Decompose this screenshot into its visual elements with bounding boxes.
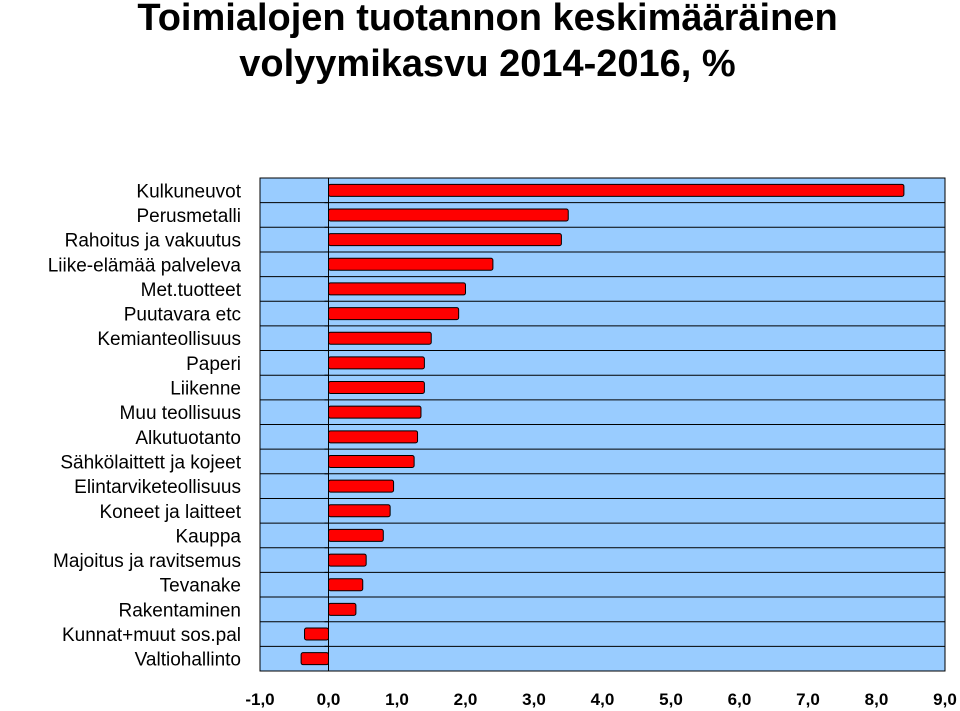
category-label: Met.tuotteet: [141, 280, 242, 301]
category-label: Muu teollisuus: [120, 403, 241, 424]
x-tick-label: 5,0: [659, 690, 683, 709]
bar: [328, 356, 425, 370]
bar: [300, 652, 330, 666]
x-tick-label: 8,0: [865, 690, 889, 709]
category-label: Rakentaminen: [118, 600, 241, 621]
x-tick-label: 0,0: [317, 690, 341, 709]
category-label: Koneet ja laitteet: [99, 502, 241, 523]
bar: [328, 331, 432, 345]
bar: [328, 208, 569, 222]
plot-area: [259, 177, 946, 672]
bar: [328, 602, 357, 616]
bar: [328, 454, 415, 468]
category-label: Kulkuneuvot: [136, 181, 241, 202]
bar: [328, 430, 419, 444]
x-tick-label: 9,0: [933, 690, 957, 709]
category-label: Kauppa: [175, 526, 241, 547]
bar: [328, 405, 422, 419]
category-label: Tevanake: [160, 576, 241, 597]
category-label: Perusmetalli: [136, 206, 241, 227]
category-label: Alkutuotanto: [135, 428, 241, 449]
category-label: Liike-elämää palveleva: [48, 255, 242, 276]
bar: [328, 479, 395, 493]
category-label: Elintarviketeollisuus: [74, 477, 241, 498]
bar: [328, 257, 494, 271]
bar: [328, 578, 364, 592]
category-label: Majoitus ja ravitsemus: [53, 551, 241, 572]
category-label: Kunnat+muut sos.pal: [62, 625, 241, 646]
bar: [328, 381, 425, 395]
category-label: Valtiohallinto: [135, 650, 241, 671]
bar: [328, 528, 384, 542]
category-label: Sähkölaittett ja kojeet: [60, 452, 241, 473]
category-label: Paperi: [186, 354, 241, 375]
category-labels: Kulkuneuvot Perusmetalli Rahoitus ja vakuu…: [48, 181, 242, 670]
category-label: Puutavara etc: [124, 305, 241, 326]
bar: [304, 627, 329, 641]
category-label: Rahoitus ja vakuutus: [65, 231, 241, 252]
x-tick-label: 1,0: [385, 690, 409, 709]
x-tick-label: 3,0: [522, 690, 546, 709]
x-tick-label: 2,0: [454, 690, 478, 709]
bar: [328, 233, 562, 247]
x-tick-label: 6,0: [728, 690, 752, 709]
x-tick-label: -1,0: [245, 690, 274, 709]
bar: [328, 504, 391, 518]
chart-title-line2: volyymikasvu 2014-2016, %: [239, 43, 736, 85]
x-axis-tick-labels: -1,0 0,0 1,0 2,0 3,0 4,0 5,0 6,0 7,0 8,0 9,0: [245, 690, 956, 709]
bar: [328, 183, 905, 197]
bars: [300, 183, 905, 666]
chart-title-line1: Toimialojen tuotannon keskimääräinen: [137, 0, 838, 39]
bar: [328, 307, 460, 321]
x-tick-label: 4,0: [591, 690, 615, 709]
x-tick-label: 7,0: [796, 690, 820, 709]
category-label: Kemianteollisuus: [97, 329, 241, 350]
bar: [328, 553, 367, 567]
bar: [328, 282, 466, 296]
category-label: Liikenne: [170, 379, 241, 400]
